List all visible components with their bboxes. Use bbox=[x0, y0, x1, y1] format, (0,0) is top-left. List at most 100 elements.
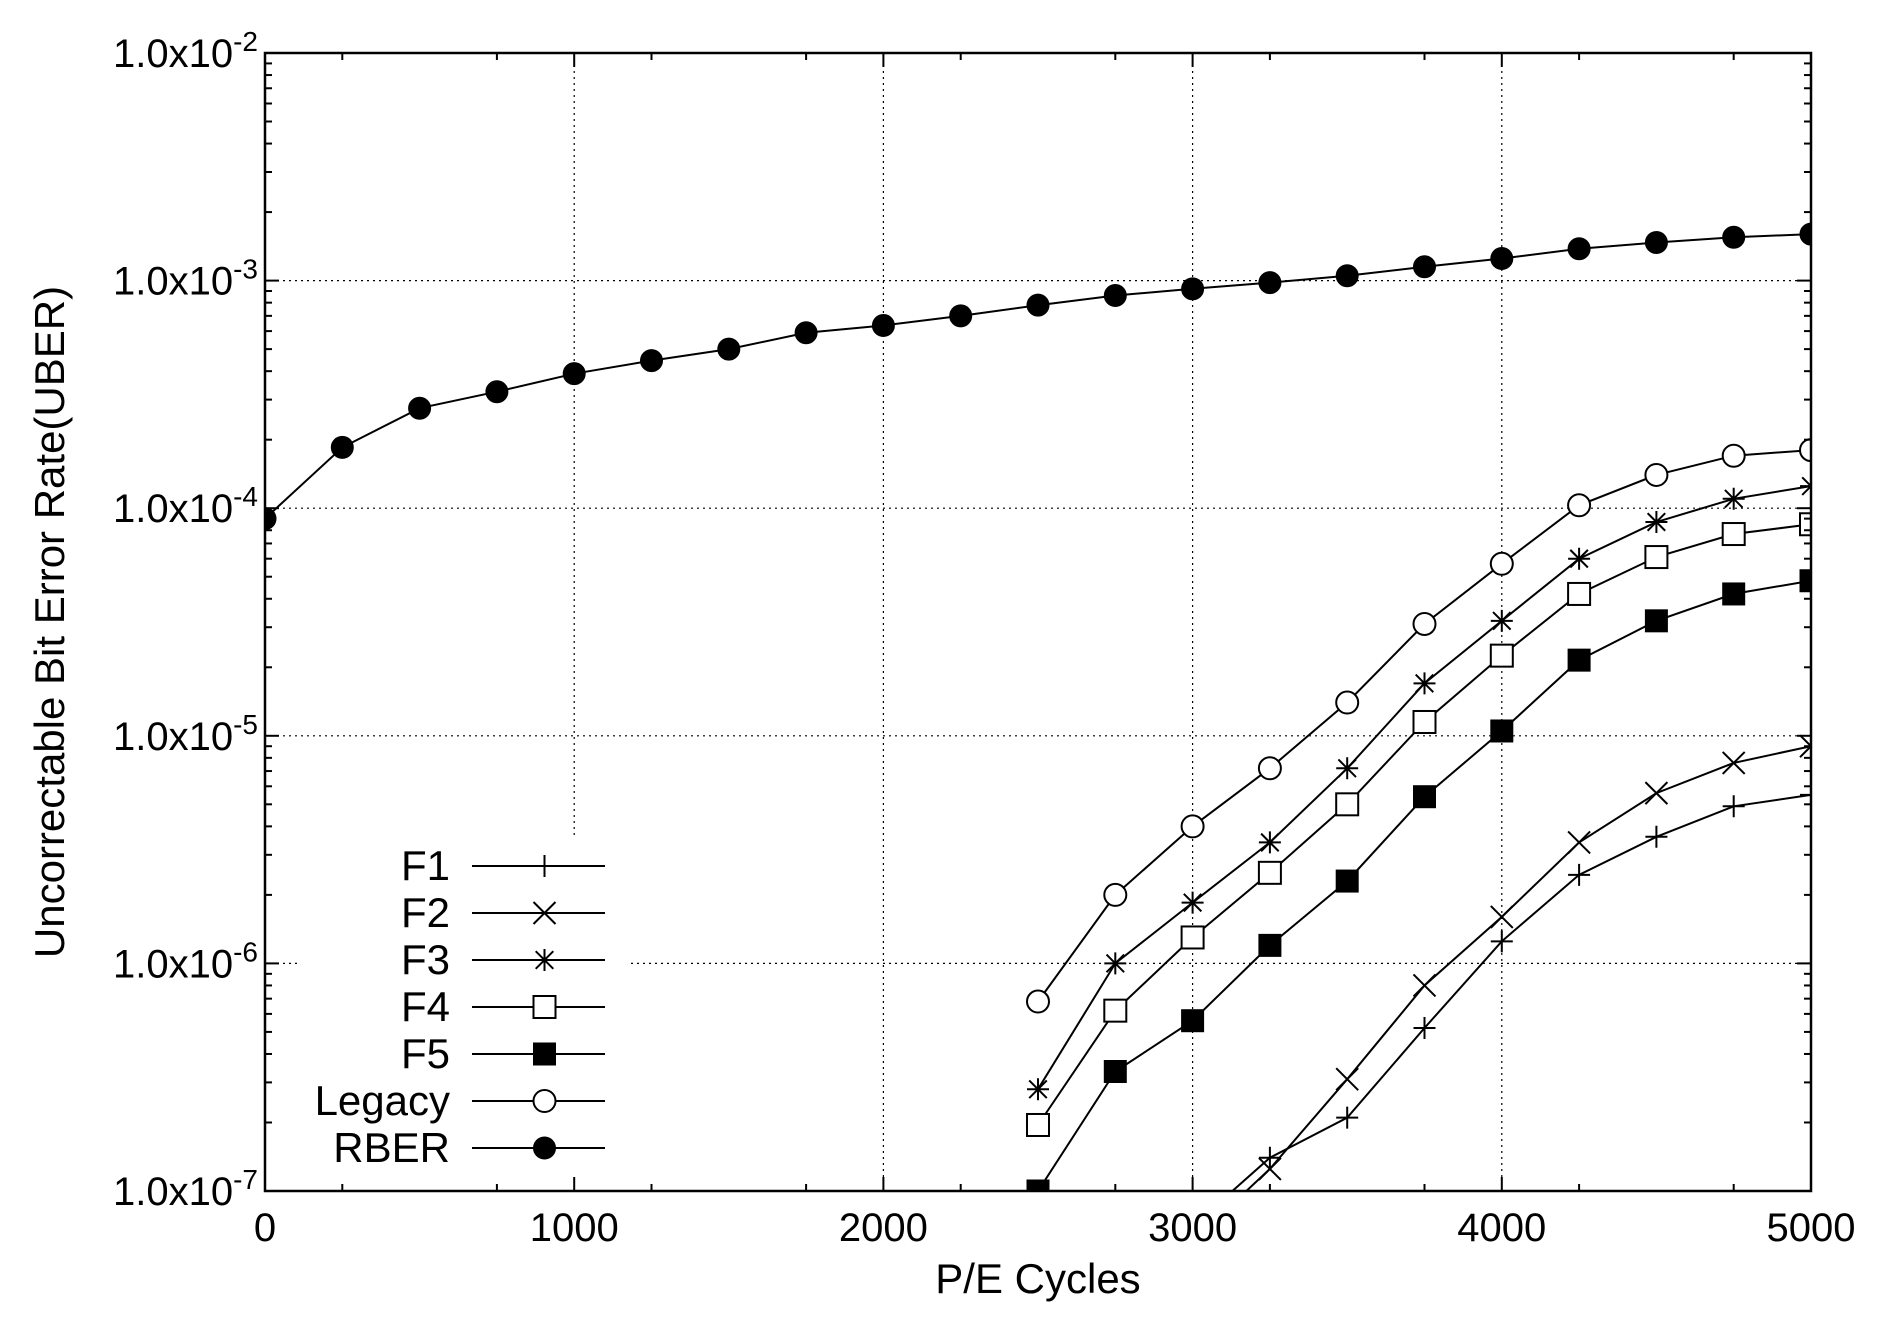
plot-frame bbox=[263, 51, 1813, 1193]
point-f5 bbox=[1567, 648, 1591, 672]
point-f3 bbox=[1645, 510, 1668, 533]
x-tick-label: 4000 bbox=[1457, 1206, 1546, 1250]
series-line-f5 bbox=[1037, 579, 1811, 1191]
point-f1 bbox=[1800, 783, 1811, 806]
legend-label-f4: F4 bbox=[401, 983, 450, 1030]
point-rber bbox=[949, 304, 973, 328]
point-rber bbox=[1258, 271, 1282, 295]
legend-item-f3: F3 bbox=[401, 936, 605, 983]
y-tick-label: 1.0x10-2 bbox=[113, 26, 258, 76]
point-f3 bbox=[1568, 547, 1591, 570]
legend-item-legacy: Legacy bbox=[315, 1077, 605, 1124]
point-f3 bbox=[1336, 757, 1359, 780]
point-rber bbox=[794, 321, 818, 345]
point-rber bbox=[871, 313, 895, 337]
x-tick-label: 5000 bbox=[1767, 1206, 1856, 1250]
legend-item-f5: F5 bbox=[401, 1030, 605, 1077]
point-f4 bbox=[1489, 643, 1514, 668]
legend-item-f4: F4 bbox=[401, 983, 605, 1030]
y-axis-title: Uncorrectable Bit Error Rate(UBER) bbox=[26, 286, 73, 958]
x-tick-label: 1000 bbox=[530, 1206, 619, 1250]
series-line-f2 bbox=[1244, 745, 1811, 1191]
point-f4 bbox=[1180, 925, 1205, 950]
y-tick-label: 1.0x10-6 bbox=[113, 936, 258, 986]
point-f1 bbox=[1258, 1146, 1281, 1169]
point-f3 bbox=[1181, 891, 1204, 914]
legend-label-f5: F5 bbox=[401, 1030, 450, 1077]
point-f2 bbox=[1258, 1157, 1282, 1181]
point-f2 bbox=[1412, 973, 1437, 998]
point-legacy bbox=[1103, 882, 1128, 907]
legend-marker-f4 bbox=[532, 995, 557, 1019]
point-f2 bbox=[1644, 781, 1669, 805]
point-legacy bbox=[1567, 493, 1592, 518]
point-rber bbox=[1644, 231, 1668, 255]
legend-label-f2: F2 bbox=[401, 889, 450, 936]
point-f3 bbox=[1258, 831, 1281, 854]
point-f4 bbox=[1721, 522, 1746, 547]
point-rber bbox=[1490, 247, 1514, 271]
point-f5 bbox=[1413, 785, 1436, 809]
point-f2 bbox=[1567, 830, 1591, 855]
legend-mask-layer bbox=[300, 838, 630, 1181]
point-rber bbox=[330, 435, 354, 459]
legend-label-f3: F3 bbox=[401, 936, 450, 983]
point-legacy bbox=[1412, 611, 1437, 636]
x-tick-label: 0 bbox=[254, 1206, 276, 1250]
point-f4 bbox=[1257, 860, 1282, 885]
point-legacy bbox=[1335, 690, 1360, 715]
legend-label-f1: F1 bbox=[401, 842, 450, 889]
x-tick-label: 3000 bbox=[1148, 1206, 1237, 1250]
point-f4 bbox=[1644, 545, 1669, 570]
point-legacy bbox=[1644, 462, 1669, 487]
point-rber bbox=[1722, 225, 1746, 249]
point-f1 bbox=[1568, 863, 1591, 886]
point-legacy bbox=[1257, 756, 1282, 781]
point-f3 bbox=[1413, 672, 1436, 695]
legend-marker-legacy bbox=[532, 1089, 557, 1113]
point-f2 bbox=[1335, 1067, 1359, 1091]
series-line-rber bbox=[265, 233, 1811, 520]
point-f1 bbox=[1645, 825, 1668, 848]
point-rber bbox=[485, 380, 509, 404]
point-f1 bbox=[1490, 930, 1513, 953]
point-f4 bbox=[1412, 709, 1437, 734]
point-f2 bbox=[1721, 751, 1746, 775]
point-rber bbox=[1413, 255, 1436, 279]
point-rber bbox=[1103, 284, 1127, 308]
point-f3 bbox=[1104, 952, 1127, 975]
point-legacy bbox=[1489, 551, 1514, 576]
point-f1 bbox=[1413, 1017, 1436, 1040]
point-rber bbox=[1181, 277, 1205, 301]
point-rber bbox=[1799, 222, 1811, 246]
point-f5 bbox=[1181, 1009, 1205, 1033]
x-tick-label: 2000 bbox=[839, 1206, 928, 1250]
legend-marker-f2 bbox=[532, 901, 557, 925]
y-tick-label: 1.0x10-3 bbox=[113, 254, 258, 304]
point-f1 bbox=[1336, 1106, 1359, 1129]
point-f5 bbox=[1335, 869, 1359, 893]
legend-item-f2: F2 bbox=[401, 889, 605, 936]
point-rber bbox=[1335, 264, 1359, 288]
point-f4 bbox=[1103, 998, 1128, 1023]
point-f3 bbox=[1490, 609, 1513, 632]
point-f4 bbox=[1026, 1112, 1050, 1137]
point-rber bbox=[562, 362, 586, 386]
legend-marker-f3 bbox=[533, 949, 556, 971]
legend-item-f1: F1 bbox=[401, 842, 605, 889]
point-rber bbox=[717, 337, 741, 361]
point-f5 bbox=[1644, 609, 1668, 633]
legend-marker-f1 bbox=[533, 855, 556, 877]
point-f4 bbox=[1799, 512, 1811, 537]
point-rber bbox=[1026, 293, 1050, 317]
point-legacy bbox=[1026, 989, 1050, 1014]
point-rber bbox=[408, 396, 432, 420]
point-f5 bbox=[1799, 569, 1811, 593]
y-tick-label: 1.0x10-7 bbox=[113, 1164, 258, 1214]
point-rber bbox=[640, 349, 663, 373]
point-f5 bbox=[1722, 582, 1746, 606]
point-f1 bbox=[1722, 795, 1745, 818]
point-f2 bbox=[1490, 905, 1514, 929]
